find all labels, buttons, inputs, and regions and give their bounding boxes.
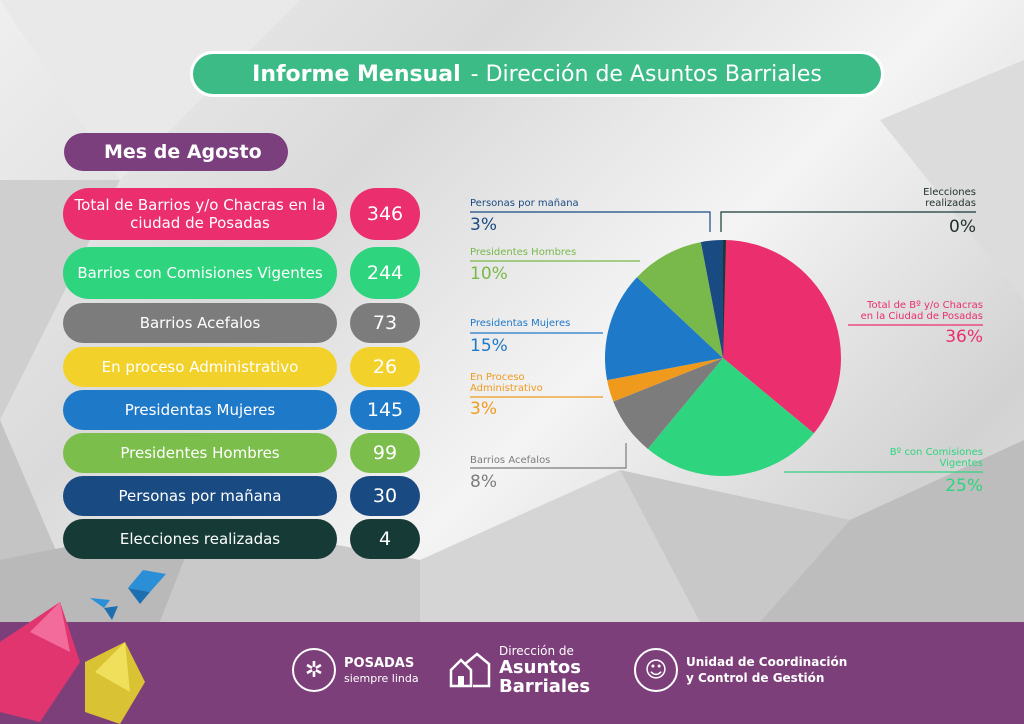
stat-row: Presidentas Mujeres 145 xyxy=(63,390,420,430)
asuntos-logo-line1: Dirección de xyxy=(499,644,574,658)
asuntos-barriales-logo: Dirección de Asuntos Barriales xyxy=(447,644,590,696)
posadas-logo-tagline: siempre linda xyxy=(344,671,419,685)
report-title-rest: - Dirección de Asuntos Barriales xyxy=(470,61,822,87)
pie-slice xyxy=(700,240,723,358)
pie-slice xyxy=(636,242,723,358)
stat-value: 4 xyxy=(350,519,420,559)
posadas-logo-name: POSADAS xyxy=(344,655,415,671)
slice-name-label: Presidentes Hombres xyxy=(470,247,576,258)
slice-name-label: En Proceso xyxy=(470,372,525,383)
report-title-bold: Informe Mensual xyxy=(252,61,461,87)
month-label: Mes de Agosto xyxy=(64,133,288,171)
unidad-logo-line1: Unidad de Coordinación xyxy=(686,655,848,669)
stat-row: Total de Barrios y/o Chacras en la ciuda… xyxy=(63,188,420,240)
stat-row: En proceso Administrativo 26 xyxy=(63,347,420,387)
stat-value: 244 xyxy=(350,247,420,299)
slice-name-label: realizadas xyxy=(925,198,976,209)
stat-value: 145 xyxy=(350,390,420,430)
leader-line xyxy=(470,443,627,469)
slice-percent-label: 8% xyxy=(470,472,497,492)
slice-percent-label: 0% xyxy=(949,217,976,237)
stat-label: Barrios con Comisiones Vigentes xyxy=(63,247,337,299)
posadas-logo: ✲ POSADAS siempre linda xyxy=(292,648,419,692)
slice-percent-label: 36% xyxy=(945,327,983,347)
stat-label: Total de Barrios y/o Chacras en la ciuda… xyxy=(63,188,337,240)
slice-name-label: Bº con Comisiones xyxy=(890,447,983,458)
unidad-logo-line2: y Control de Gestión xyxy=(686,671,825,685)
pie-slice xyxy=(607,358,723,402)
stat-label: Presidentas Mujeres xyxy=(63,390,337,430)
footer: ✲ POSADAS siempre linda Dirección de Asu… xyxy=(0,602,1024,724)
slice-percent-label: 25% xyxy=(945,476,983,496)
slice-name-label: Presidentas Mujeres xyxy=(470,318,570,329)
stat-row: Personas por mañana 30 xyxy=(63,476,420,516)
stat-row: Barrios Acefalos 73 xyxy=(63,303,420,343)
people-icon: ☺ xyxy=(634,648,678,692)
slice-name-label: en la Ciudad de Posadas xyxy=(861,311,983,322)
stat-value: 73 xyxy=(350,303,420,343)
slice-name-label: Personas por mañana xyxy=(470,198,579,209)
pie-slice xyxy=(605,277,723,381)
stat-row: Elecciones realizadas 4 xyxy=(63,519,420,559)
slice-percent-label: 15% xyxy=(470,336,508,356)
stat-label: Presidentes Hombres xyxy=(63,433,337,473)
pie-slice xyxy=(613,358,723,449)
stat-row: Barrios con Comisiones Vigentes 244 xyxy=(63,247,420,299)
slice-name-label: Barrios Acefalos xyxy=(470,455,550,466)
slice-percent-label: 10% xyxy=(470,264,508,284)
butterfly-icon xyxy=(90,570,166,620)
slice-name-label: Total de Bº y/o Chacras xyxy=(866,300,983,311)
stat-label: Barrios Acefalos xyxy=(63,303,337,343)
report-title: Informe Mensual - Dirección de Asuntos B… xyxy=(190,51,884,97)
houses-icon xyxy=(447,648,491,692)
stat-label: Personas por mañana xyxy=(63,476,337,516)
pie-slice xyxy=(723,240,726,358)
slice-name-label: Elecciones xyxy=(923,187,976,198)
stat-label: En proceso Administrativo xyxy=(63,347,337,387)
leader-line xyxy=(470,211,711,232)
slice-name-label: Vigentes xyxy=(939,458,983,469)
asuntos-logo-line3: Barriales xyxy=(499,676,591,697)
asuntos-logo-line2: Asuntos xyxy=(499,657,581,678)
slice-percent-label: 3% xyxy=(470,215,497,235)
stat-value: 99 xyxy=(350,433,420,473)
pie-slice xyxy=(647,358,814,476)
flower-icon: ✲ xyxy=(292,648,336,692)
slice-percent-label: 3% xyxy=(470,399,497,419)
slice-name-label: Administrativo xyxy=(470,383,543,394)
leader-line xyxy=(720,211,976,232)
pie-slice xyxy=(723,240,841,434)
stat-label: Elecciones realizadas xyxy=(63,519,337,559)
stat-value: 30 xyxy=(350,476,420,516)
stat-row: Presidentes Hombres 99 xyxy=(63,433,420,473)
leaf-decoration xyxy=(0,602,145,724)
unidad-coordinacion-logo: ☺ Unidad de Coordinación y Control de Ge… xyxy=(634,648,847,692)
stat-value: 346 xyxy=(350,188,420,240)
stat-value: 26 xyxy=(350,347,420,387)
